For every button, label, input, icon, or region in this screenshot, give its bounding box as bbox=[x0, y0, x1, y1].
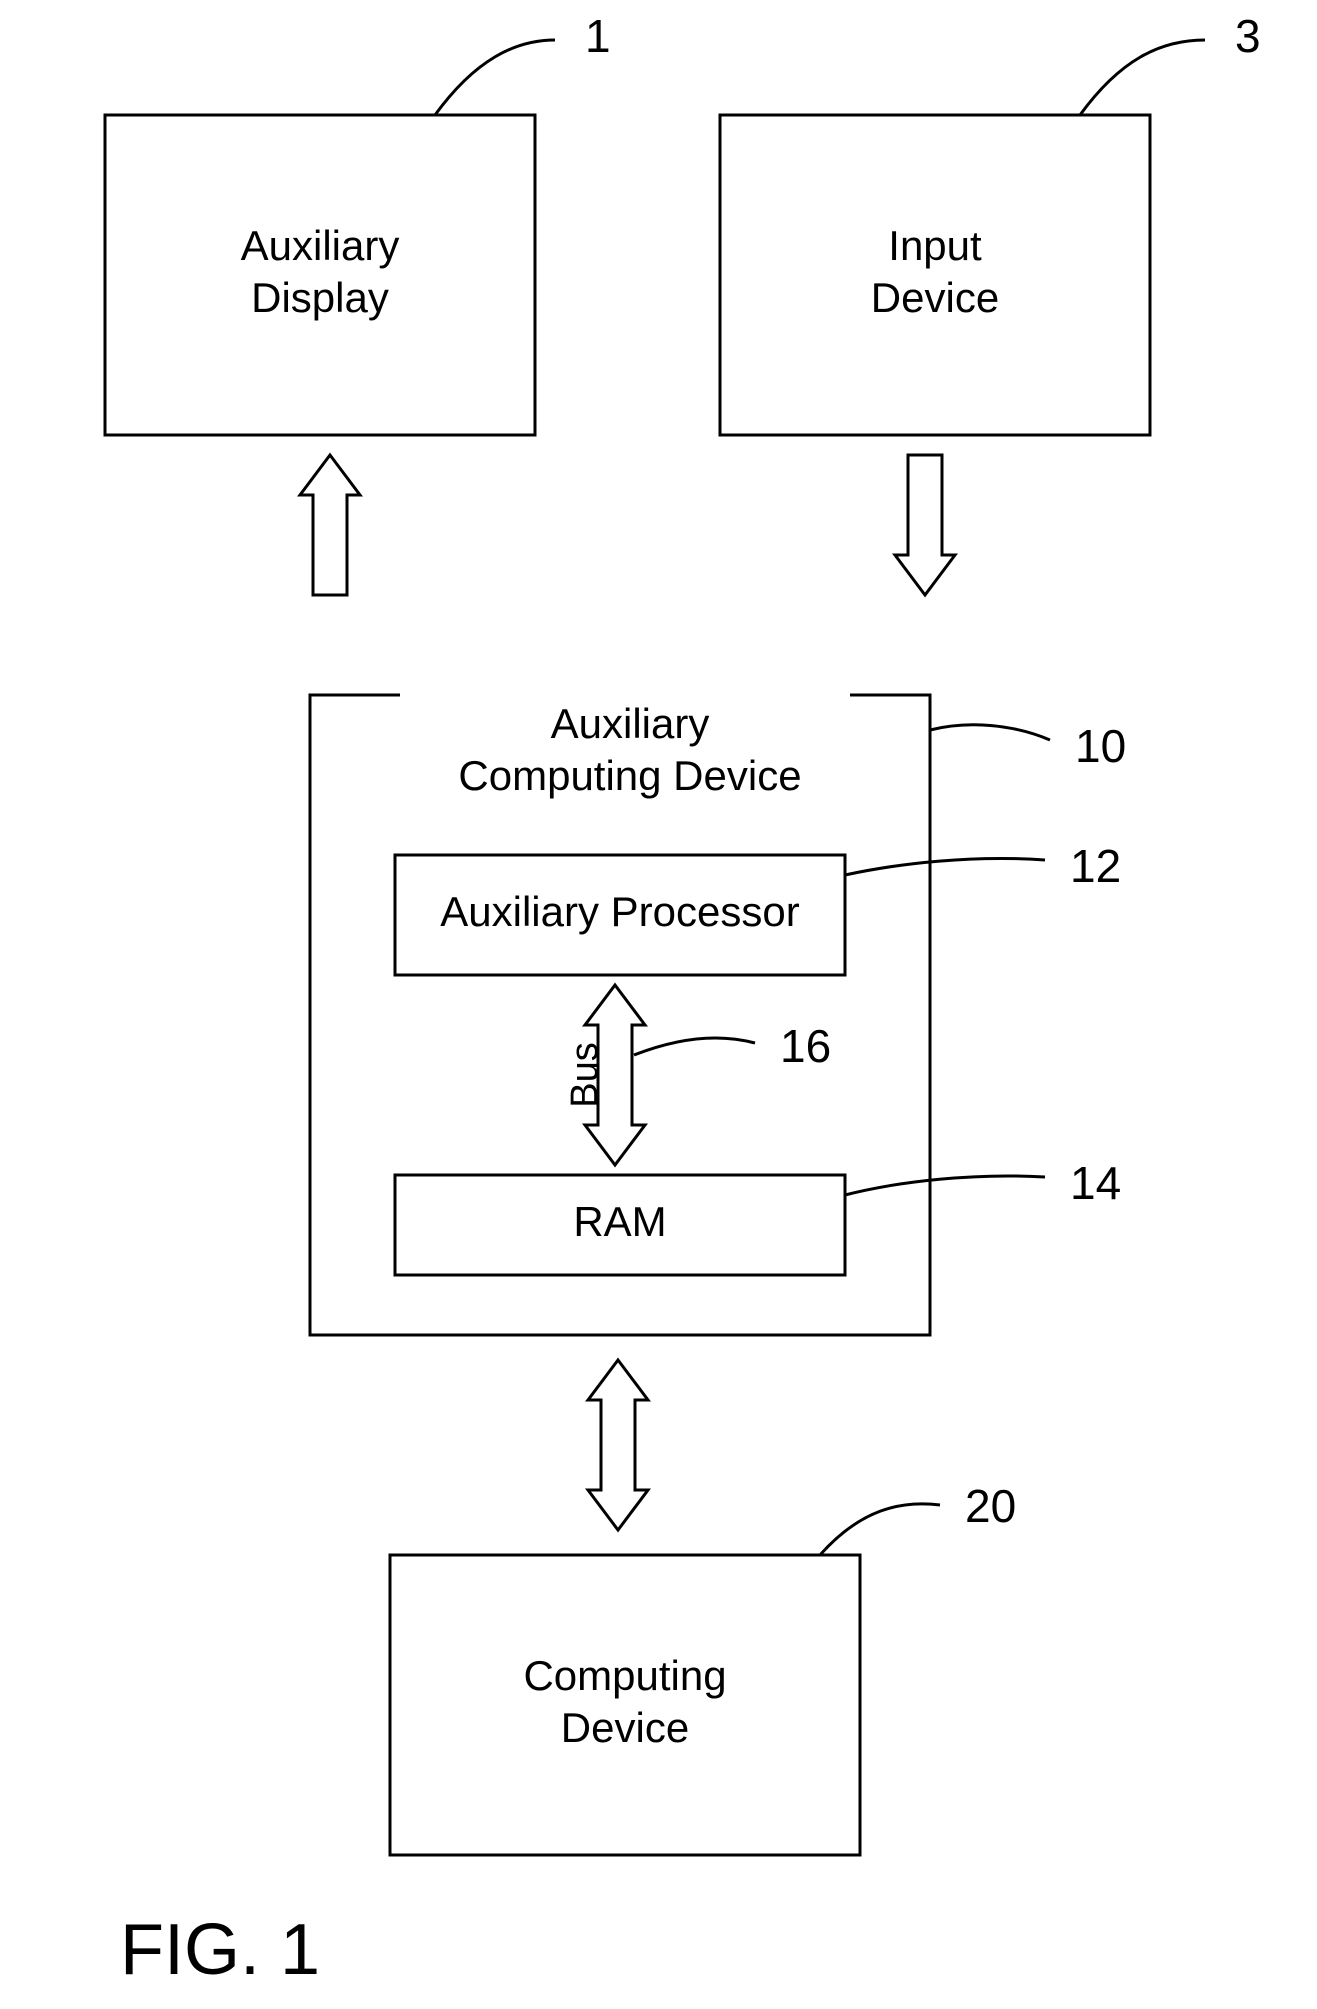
svg-text:14: 14 bbox=[1070, 1157, 1121, 1209]
svg-text:1: 1 bbox=[585, 10, 611, 62]
svg-text:Device: Device bbox=[871, 274, 999, 321]
svg-text:Input: Input bbox=[888, 222, 982, 269]
svg-text:FIG. 1: FIG. 1 bbox=[120, 1910, 320, 1990]
svg-text:20: 20 bbox=[965, 1480, 1016, 1532]
svg-text:10: 10 bbox=[1075, 720, 1126, 772]
svg-text:Auxiliary Processor: Auxiliary Processor bbox=[440, 888, 799, 935]
svg-text:Computing: Computing bbox=[523, 1652, 726, 1699]
svg-text:Auxiliary: Auxiliary bbox=[241, 222, 400, 269]
svg-text:Display: Display bbox=[251, 274, 389, 321]
svg-text:Bus: Bus bbox=[564, 1042, 606, 1107]
svg-text:RAM: RAM bbox=[573, 1198, 666, 1245]
svg-text:Auxiliary: Auxiliary bbox=[551, 700, 710, 747]
svg-text:16: 16 bbox=[780, 1020, 831, 1072]
svg-text:3: 3 bbox=[1235, 10, 1261, 62]
svg-text:Device: Device bbox=[561, 1704, 689, 1751]
svg-text:12: 12 bbox=[1070, 840, 1121, 892]
svg-text:Computing Device: Computing Device bbox=[458, 752, 801, 799]
